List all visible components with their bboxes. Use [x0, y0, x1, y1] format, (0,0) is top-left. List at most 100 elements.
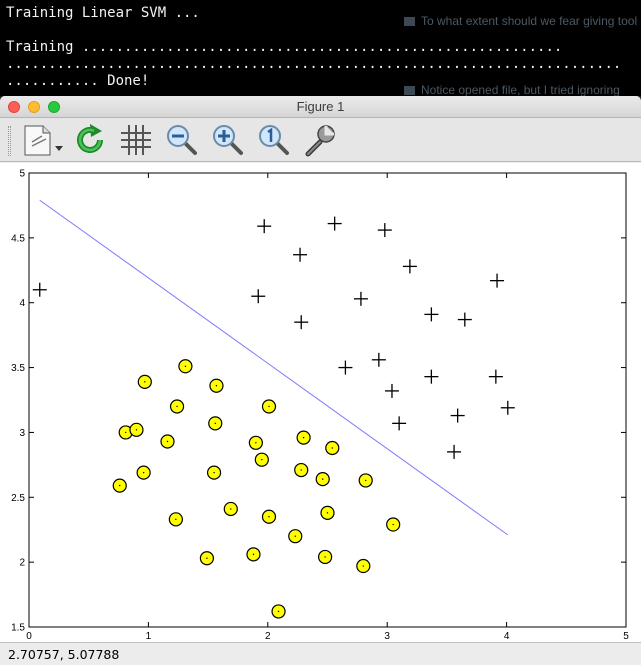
status-bar: 2.70757, 5.07788 — [0, 642, 641, 665]
negative-point-center — [331, 447, 333, 449]
positive-point — [257, 219, 272, 234]
x-tick-label: 0 — [26, 631, 32, 642]
x-tick-label: 1 — [146, 631, 152, 642]
y-tick-label: 3 — [19, 428, 25, 439]
positive-point — [488, 369, 503, 384]
positive-point — [402, 259, 417, 274]
positive-point — [490, 273, 505, 288]
negative-point-center — [268, 405, 270, 408]
negative-point-center — [125, 431, 127, 434]
negative-point-center — [142, 471, 145, 474]
x-tick-label: 4 — [504, 631, 510, 642]
positive-point — [377, 223, 392, 238]
square-icon — [404, 17, 415, 27]
negative-point-center — [175, 518, 177, 521]
positive-point — [327, 216, 342, 231]
negative-point-center — [176, 405, 178, 408]
positive-point — [371, 352, 386, 367]
y-tick-label: 4.5 — [11, 233, 25, 244]
y-tick-label: 2.5 — [11, 493, 25, 504]
zoom-in-icon — [213, 125, 243, 155]
negative-point-center — [230, 508, 232, 510]
negative-point-center — [119, 484, 121, 487]
negative-point-center — [392, 523, 394, 526]
negative-point-center — [255, 442, 257, 444]
negative-point-center — [215, 385, 218, 387]
cursor-coordinates: 2.70757, 5.07788 — [8, 647, 120, 662]
background-window-text: To what extent should we fear giving too… — [404, 14, 637, 28]
x-tick-label: 3 — [384, 631, 390, 642]
zoom-out-button[interactable] — [164, 122, 200, 158]
background-text-2: Notice opened file, but I tried ignoring — [421, 83, 620, 96]
x-tick-label: 5 — [623, 631, 629, 642]
y-tick-label: 1.5 — [11, 623, 25, 634]
negative-point-center — [365, 479, 367, 482]
positive-point — [424, 307, 439, 322]
title-bar[interactable]: Figure 1 — [0, 96, 641, 118]
zoom-reset-button[interactable] — [256, 122, 292, 158]
positive-point — [424, 369, 439, 384]
zoom-in-button[interactable] — [210, 122, 246, 158]
edit-icon — [24, 125, 63, 156]
positive-point — [294, 315, 309, 330]
x-tick-label: 2 — [265, 631, 271, 642]
close-button[interactable] — [8, 101, 20, 113]
y-tick-label: 2 — [19, 558, 25, 569]
negative-point-center — [294, 535, 296, 537]
positive-point — [338, 360, 353, 375]
negative-point-center — [252, 553, 255, 556]
figure-window: Figure 1 — [0, 96, 641, 665]
settings-wrench-icon — [305, 125, 335, 157]
positive-point — [457, 312, 472, 327]
toolbar-grip — [8, 126, 11, 156]
positive-point — [392, 416, 407, 431]
background-window-text: Notice opened file, but I tried ignoring — [404, 83, 620, 96]
positive-point — [500, 400, 515, 415]
terminal-output: Training Linear SVM ... Training .......… — [0, 0, 641, 96]
plot-area[interactable]: 0 1 2 3 4 5 1.5 2 2.5 3 3.5 4 4.5 5 — [0, 163, 641, 642]
y-tick-label: 3.5 — [11, 363, 25, 374]
terminal-line: Training ...............................… — [6, 39, 563, 55]
y-tick-label: 4 — [19, 298, 25, 309]
scatter-plot[interactable]: 0 1 2 3 4 5 1.5 2 2.5 3 3.5 4 4.5 5 — [0, 163, 641, 643]
negative-point-center — [300, 469, 302, 471]
positive-point — [447, 444, 462, 459]
background-text-1: To what extent should we fear giving too… — [421, 14, 638, 28]
negative-point-center — [214, 422, 216, 425]
positive-point — [251, 289, 266, 304]
window-title: Figure 1 — [296, 99, 345, 114]
terminal-line: ........................................… — [6, 56, 622, 72]
negative-point-center — [135, 429, 138, 431]
negative-point-center — [166, 440, 169, 443]
positive-point — [353, 291, 368, 306]
negative-point-center — [322, 478, 324, 480]
grid-button[interactable] — [118, 122, 154, 158]
zoom-out-icon — [167, 125, 197, 155]
grid-icon — [121, 125, 151, 155]
minimize-button[interactable] — [28, 101, 40, 113]
negative-point-center — [324, 556, 326, 558]
positive-point — [450, 408, 465, 423]
y-tick-label: 5 — [19, 169, 25, 180]
figure-toolbar — [0, 118, 641, 162]
negative-point-center — [362, 565, 365, 567]
positive-point — [384, 383, 399, 398]
negative-point-center — [184, 365, 187, 367]
negative-point-center — [277, 610, 280, 613]
square-icon — [404, 86, 415, 96]
zoom-reset-icon — [259, 125, 289, 155]
refresh-icon — [77, 124, 103, 153]
negative-point-center — [206, 557, 208, 559]
negative-point-center — [261, 458, 263, 461]
negative-point-center — [213, 471, 215, 474]
settings-button[interactable] — [302, 122, 338, 158]
edit-button[interactable] — [20, 122, 66, 158]
negative-point-center — [144, 381, 146, 383]
negative-point-center — [302, 436, 305, 439]
decision-boundary-line — [39, 199, 509, 536]
negative-point-center — [268, 516, 270, 518]
positive-point — [32, 282, 47, 297]
refresh-button[interactable] — [72, 122, 108, 158]
terminal-line: Training Linear SVM ... — [6, 5, 200, 21]
maximize-button[interactable] — [48, 101, 60, 113]
